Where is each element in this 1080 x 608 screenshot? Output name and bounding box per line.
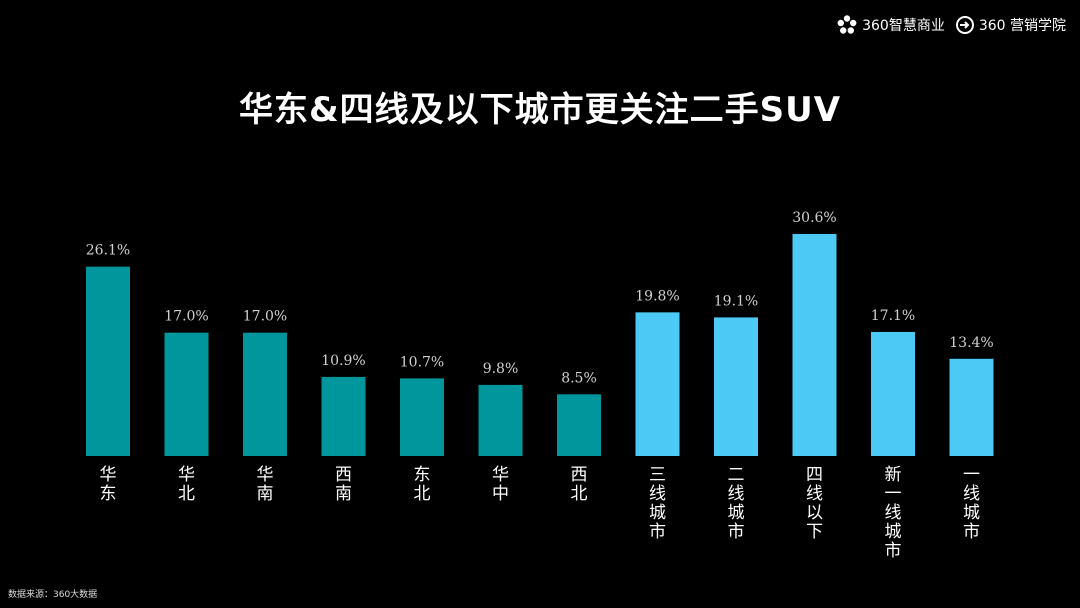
category-label-7: 三线城市	[649, 465, 666, 542]
data-source-note: 数据来源：360大数据	[8, 590, 98, 600]
bar-10	[871, 331, 915, 456]
data-label-3: 10.9%	[321, 353, 365, 369]
data-label-0: 26.1%	[86, 243, 130, 259]
data-label-2: 17.0%	[243, 309, 287, 325]
category-label-11: 一线城市	[963, 465, 980, 542]
bar-0	[86, 266, 130, 456]
category-label-9: 四线以下	[806, 465, 823, 542]
bar-3	[321, 376, 366, 456]
data-label-9: 30.6%	[792, 210, 836, 226]
chart-title: 华东&四线及以下城市更关注二手SUV	[238, 90, 842, 130]
brand-360-marketing-academy: 360 营销学院	[955, 15, 1066, 35]
category-label-8: 二线城市	[728, 465, 745, 542]
brand-360-smart-business: 360智慧商业	[836, 14, 945, 36]
data-label-7: 19.8%	[635, 288, 679, 304]
brand-label-2: 360 营销学院	[978, 18, 1066, 34]
category-label-0: 华东	[100, 465, 117, 504]
category-label-1: 华北	[178, 465, 195, 504]
category-label-6: 西北	[571, 465, 588, 504]
bar-5	[478, 384, 523, 456]
bar-11	[949, 358, 994, 456]
data-label-11: 13.4%	[949, 335, 993, 351]
bar-2	[243, 332, 287, 456]
data-label-1: 17.0%	[164, 309, 208, 325]
category-label-2: 华南	[257, 465, 274, 504]
flower-icon	[837, 15, 857, 34]
circle-arrow-icon	[955, 16, 974, 34]
brand-label-1: 360智慧商业	[862, 18, 945, 34]
category-label-4: 东北	[414, 465, 431, 504]
bar-1	[164, 332, 209, 456]
data-label-4: 10.7%	[400, 354, 444, 370]
bar-8	[714, 317, 758, 456]
data-label-6: 8.5%	[561, 370, 597, 386]
data-label-5: 9.8%	[483, 361, 519, 377]
data-label-10: 17.1%	[871, 308, 915, 324]
brand-logos: 360智慧商业 360 营销学院	[836, 14, 1066, 36]
bar-7	[635, 312, 680, 456]
category-label-10: 新一线城市	[885, 465, 902, 561]
data-label-8: 19.1%	[714, 293, 758, 309]
bar-6	[557, 394, 601, 456]
bar-4	[400, 378, 444, 456]
category-label-5: 华中	[492, 465, 509, 504]
bar-9	[792, 234, 837, 456]
category-label-3: 西南	[335, 465, 352, 504]
